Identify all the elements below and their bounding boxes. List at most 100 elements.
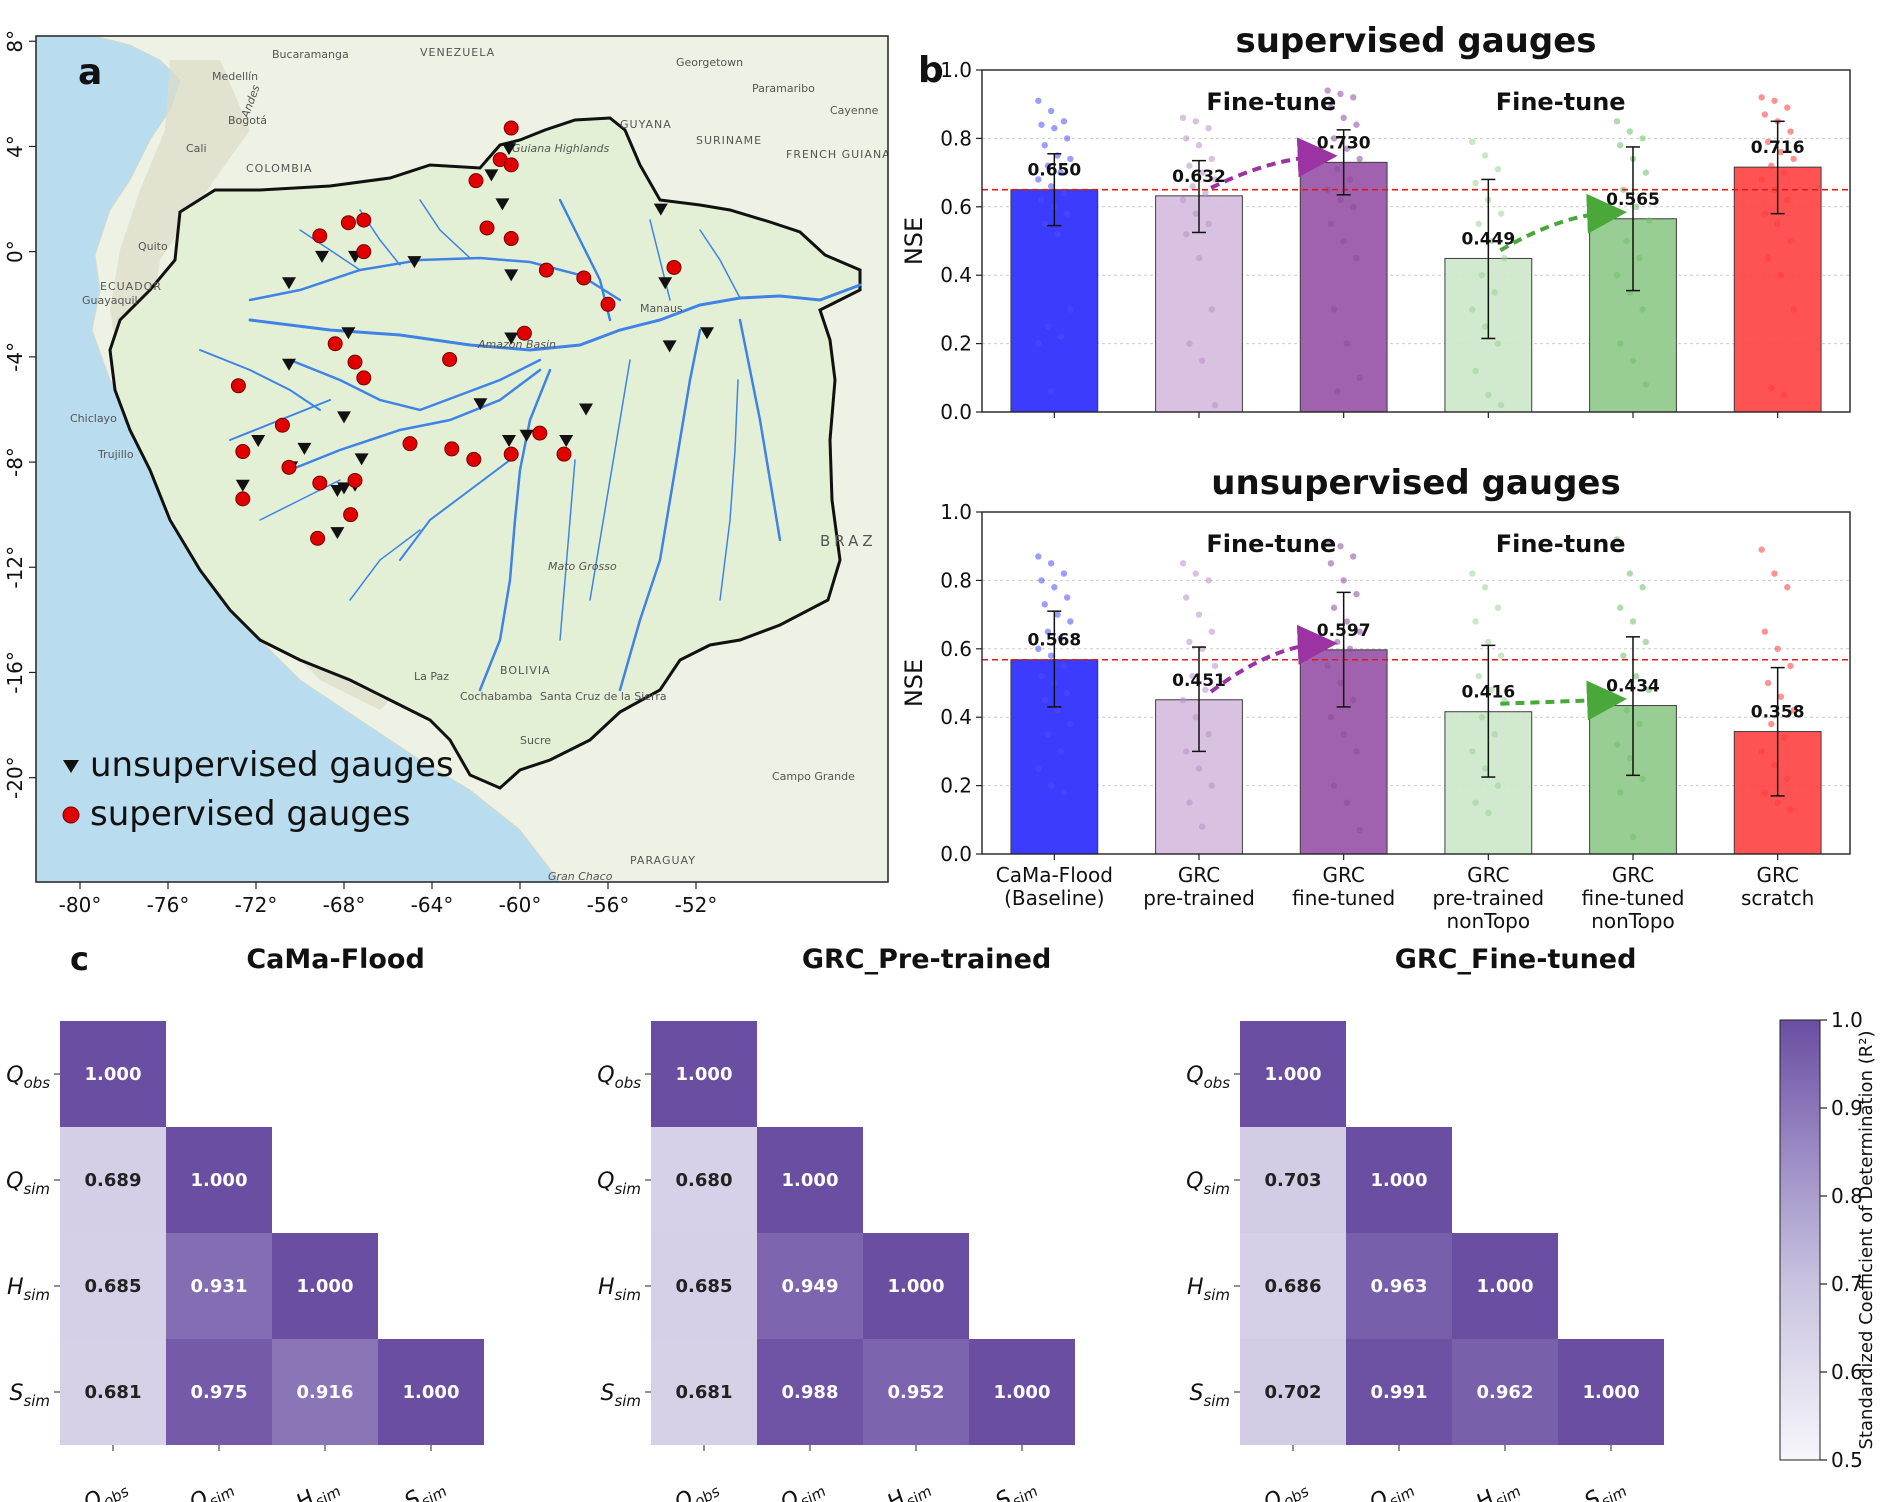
x-tick-label: fine-tuned	[1582, 886, 1685, 910]
data-point	[1183, 594, 1190, 601]
heatmap-grc-pretrained: GRC_Pre-trained 1.000 0.680 1.000 0.685 0.949…	[597, 944, 1075, 1502]
unsupervised-gauge	[337, 411, 351, 424]
data-point	[1629, 833, 1637, 841]
data-point	[1067, 720, 1074, 728]
data-point	[1790, 707, 1797, 714]
supervised-gauge	[538, 262, 554, 278]
data-point	[1208, 155, 1216, 163]
heatmap-cell-value: 0.916	[297, 1382, 354, 1403]
data-point	[1642, 381, 1650, 388]
x-tick-label: nonTopo	[1591, 909, 1675, 933]
place-name: Chiclayo	[70, 412, 117, 425]
bar-value-label: 0.568	[1027, 631, 1081, 651]
data-point	[1186, 799, 1193, 806]
heatmap-cell-value: 1.000	[403, 1382, 460, 1403]
data-point	[1054, 611, 1061, 618]
bar-value-label: 0.451	[1172, 671, 1226, 691]
place-name: La Paz	[414, 670, 449, 683]
data-point	[1774, 220, 1781, 228]
data-point	[1211, 176, 1219, 183]
data-point	[1485, 391, 1492, 399]
place-names: VENEZUELA Bucaramanga Medellín Bogotá CO…	[70, 46, 888, 882]
supervised-gauge	[532, 425, 548, 441]
data-point	[1340, 237, 1347, 245]
data-point	[1340, 577, 1347, 584]
panel-label-b: b	[918, 50, 944, 91]
heatmap-cell	[1452, 1233, 1558, 1339]
bar	[1733, 166, 1822, 413]
data-point	[1186, 638, 1193, 646]
data-point	[1330, 782, 1338, 789]
y-tick-label: 0.4	[940, 263, 972, 287]
y-tick-label: 0.0	[940, 842, 972, 866]
data-point	[1340, 114, 1347, 122]
supervised-gauge	[442, 351, 458, 367]
data-point	[1771, 97, 1778, 104]
place-name: Cali	[186, 142, 207, 155]
heatmap-cell	[166, 1339, 272, 1445]
data-point	[1054, 707, 1061, 714]
heatmap-cama-flood: CaMa-Flood 1.000 0.689 1.000 0.685 0.931 1.000…	[6, 944, 484, 1502]
plot-frame	[981, 511, 1851, 855]
data-point	[1481, 152, 1489, 159]
data-point	[1340, 731, 1347, 738]
data-point	[1469, 748, 1476, 755]
place-name: Guayaquil	[82, 294, 138, 307]
col-label: Qsim	[186, 1473, 238, 1502]
supervised-gauge	[235, 491, 251, 507]
data-point	[1346, 176, 1354, 183]
supervised-gauge	[343, 507, 359, 523]
supervised-gauge	[466, 451, 482, 467]
data-point	[1481, 323, 1489, 330]
data-point	[1035, 553, 1042, 560]
map-panel: VENEZUELA Bucaramanga Medellín Bogotá CO…	[3, 30, 889, 917]
heatmap-cell	[1240, 1233, 1346, 1339]
lon-tick-label: -76°	[147, 893, 190, 917]
heatmap-cell-value: 0.991	[1371, 1382, 1428, 1403]
data-point	[1623, 707, 1630, 714]
lon-tick-label: -52°	[675, 893, 718, 917]
y-tick-label: 0.8	[940, 568, 972, 592]
col-label: Ssim	[991, 1473, 1041, 1502]
data-point	[1353, 254, 1360, 262]
chart-title: unsupervised gauges	[1211, 463, 1620, 503]
col-label: Ssim	[1580, 1473, 1630, 1502]
amazon-basin-boundary	[108, 116, 862, 790]
data-point	[1356, 155, 1363, 163]
data-point	[1327, 560, 1335, 567]
data-point	[1787, 662, 1794, 670]
data-point	[1183, 135, 1190, 142]
data-point	[1057, 169, 1064, 176]
data-point	[1199, 357, 1206, 364]
data-point	[1063, 135, 1071, 142]
data-point	[1790, 306, 1797, 313]
place-name: Manaus	[640, 302, 683, 315]
data-point	[1063, 690, 1071, 697]
unsupervised-gauge	[330, 527, 345, 540]
colorbar-tick-label: 0.6	[1831, 1360, 1863, 1384]
supervised-gauge	[516, 325, 532, 341]
data-point	[1472, 799, 1479, 806]
place-name: GUYANA	[620, 118, 672, 131]
y-tick-label: 0.8	[940, 126, 972, 150]
data-point	[1645, 217, 1653, 224]
heatmap-cell-value: 1.000	[994, 1382, 1051, 1403]
data-point	[1761, 628, 1769, 635]
data-point	[1491, 731, 1498, 738]
data-point	[1044, 628, 1052, 635]
data-point	[1343, 145, 1351, 152]
data-point	[1764, 138, 1772, 146]
row-label: Qobs	[6, 1063, 50, 1092]
heatmap-cell	[863, 1339, 969, 1445]
data-point	[1041, 142, 1048, 149]
heatmap-cell	[757, 1127, 863, 1233]
supervised-gauge	[312, 475, 328, 491]
place-name: Georgetown	[676, 56, 743, 69]
place-name: Campo Grande	[772, 770, 855, 783]
supervised-gauge	[327, 336, 343, 352]
data-point	[1469, 138, 1476, 146]
bar-value-label: 0.650	[1027, 161, 1081, 181]
data-point	[1324, 662, 1331, 670]
x-tick-label: GRC	[1322, 863, 1364, 887]
data-point	[1758, 546, 1765, 553]
